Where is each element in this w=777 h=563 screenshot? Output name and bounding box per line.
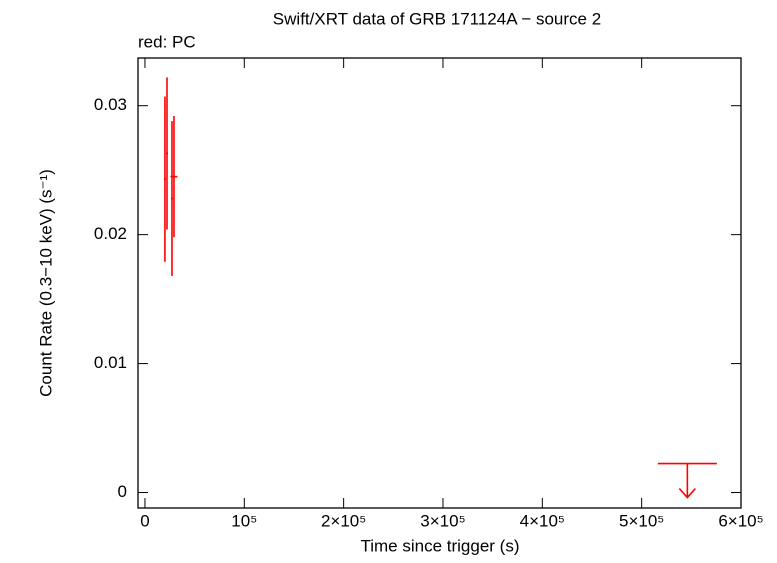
x-tick-label: 3×10⁵: [420, 511, 465, 530]
y-tick-label: 0.02: [94, 224, 127, 243]
plot-frame: [137, 57, 742, 509]
x-tick-label: 6×10⁵: [718, 511, 763, 530]
upper-limit-arrow: [678, 463, 696, 499]
x-tick-label: 5×10⁵: [619, 511, 664, 530]
x-axis-label: Time since trigger (s): [360, 536, 519, 555]
y-tick-label: 0.03: [94, 95, 127, 114]
subtitle: red: PC: [138, 32, 196, 51]
x-tick-label: 4×10⁵: [520, 511, 565, 530]
x-tick-label: 0: [140, 511, 149, 530]
y-tick-label: 0: [118, 482, 127, 501]
x-tick-label: 2×10⁵: [321, 511, 366, 530]
y-axis-label: Count Rate (0.3−10 keV) (s⁻¹): [36, 169, 55, 397]
x-tick-label: 10⁵: [231, 511, 257, 530]
chart-title: Swift/XRT data of GRB 171124A − source 2: [273, 9, 601, 28]
y-tick-label: 0.01: [94, 353, 127, 372]
